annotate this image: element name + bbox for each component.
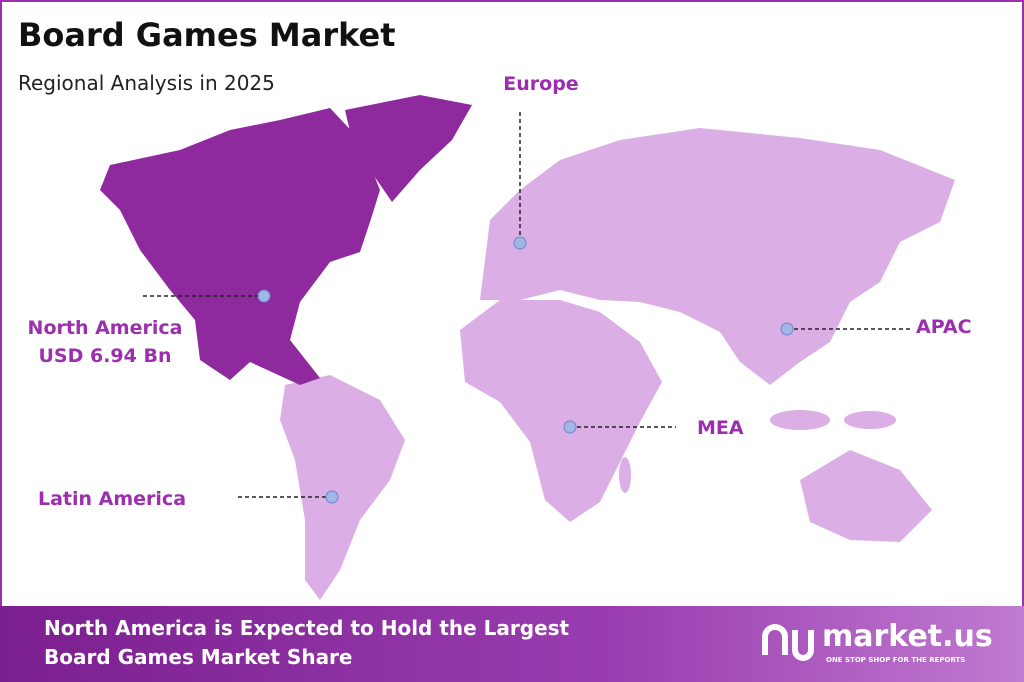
greenland bbox=[345, 95, 472, 202]
footer-band bbox=[0, 606, 1024, 682]
marker bbox=[513, 236, 527, 250]
madagascar bbox=[619, 457, 631, 493]
region-label: APAC bbox=[916, 316, 972, 338]
region-label: North America bbox=[28, 317, 183, 339]
islands bbox=[770, 410, 830, 430]
marker bbox=[325, 490, 339, 504]
tagline: ONE STOP SHOP FOR THE REPORTS bbox=[826, 656, 965, 664]
region-label: Latin America bbox=[38, 488, 186, 510]
region-label: MEA bbox=[697, 417, 744, 439]
logo-icon bbox=[762, 624, 814, 661]
australia bbox=[800, 450, 932, 542]
title: Board Games Market bbox=[18, 16, 396, 54]
islands bbox=[844, 411, 896, 429]
eurasia bbox=[480, 128, 955, 385]
africa bbox=[460, 300, 662, 522]
north-america bbox=[100, 108, 380, 385]
south-america bbox=[280, 375, 405, 600]
logo: market.us bbox=[822, 619, 993, 654]
region-label: Europe bbox=[503, 73, 578, 95]
marker bbox=[780, 322, 794, 336]
world-map bbox=[100, 95, 955, 600]
marker bbox=[563, 420, 577, 434]
region-value: USD 6.94 Bn bbox=[39, 345, 172, 367]
footer-text: Board Games Market Share bbox=[44, 645, 353, 669]
subtitle: Regional Analysis in 2025 bbox=[18, 71, 275, 95]
marker bbox=[257, 289, 271, 303]
footer-text: North America is Expected to Hold the La… bbox=[44, 616, 570, 640]
